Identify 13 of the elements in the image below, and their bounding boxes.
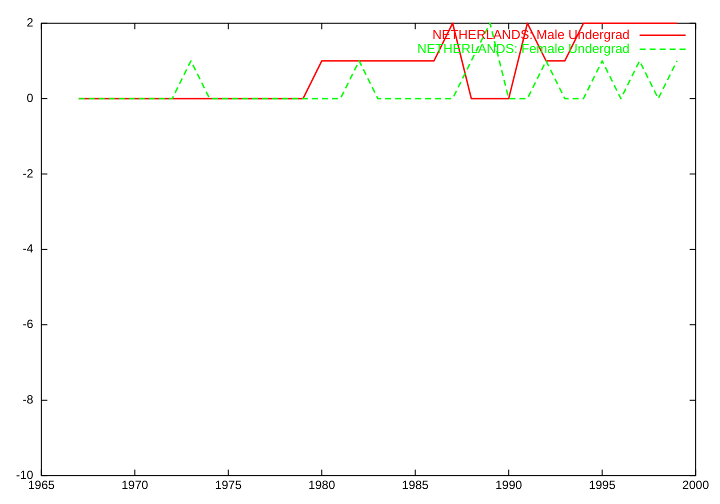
x-tick-label: 1995: [588, 478, 616, 492]
x-tick-label: 1980: [308, 478, 336, 492]
x-tick-label: 2000: [682, 478, 710, 492]
x-tick-label: 1985: [402, 478, 429, 492]
x-tick-label: 1990: [495, 478, 522, 492]
y-tick-label: -6: [22, 317, 34, 332]
y-tick-label: -4: [22, 242, 34, 256]
x-tick-label: 1975: [214, 478, 242, 492]
y-tick-label: 2: [26, 16, 34, 30]
y-tick-label: -2: [22, 166, 34, 180]
y-tick-label: 0: [26, 90, 34, 105]
y-tick-label: -8: [22, 392, 34, 407]
x-tick-label: 1970: [121, 478, 148, 492]
